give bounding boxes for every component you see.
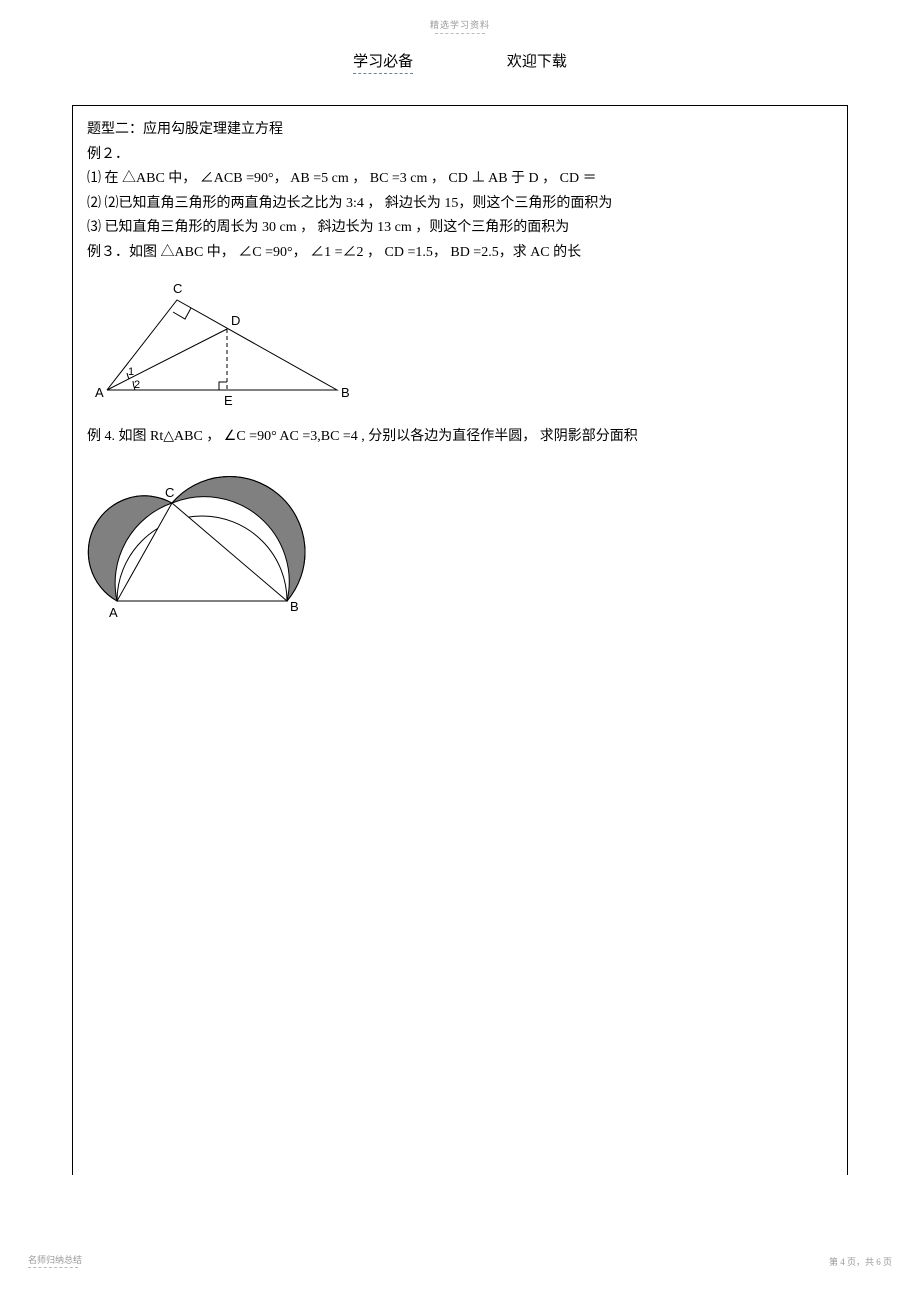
example-2-label: 例２． bbox=[87, 143, 833, 168]
page-header: 学习必备 欢迎下载 bbox=[0, 50, 920, 74]
fig3-label-A: A bbox=[95, 385, 104, 400]
content-frame: 题型二：应用勾股定理建立方程 例２． ⑴ 在 △ABC 中， ∠ACB =90°… bbox=[72, 105, 848, 1175]
header-watermark-underline bbox=[435, 33, 485, 34]
fig3-angle-2: 2 bbox=[134, 379, 140, 391]
question-1: ⑴ 在 △ABC 中， ∠ACB =90°， AB =5 cm ， BC =3 … bbox=[87, 167, 833, 192]
fig3-label-E: E bbox=[224, 393, 233, 408]
fig3-angle-1: 1 bbox=[128, 366, 134, 378]
footer-left-underline bbox=[28, 1267, 78, 1268]
header-watermark-text: 精选学习资料 bbox=[430, 20, 490, 30]
footer-left: 名师归纳总结 bbox=[28, 1253, 82, 1268]
fig3-label-D: D bbox=[231, 313, 240, 328]
fig3-label-B: B bbox=[341, 385, 350, 400]
figure-example-3: A B C D E 1 2 bbox=[87, 275, 367, 415]
section-title: 题型二：应用勾股定理建立方程 bbox=[87, 118, 833, 143]
header-right-label: 欢迎下载 bbox=[507, 50, 567, 71]
example-4-text: 例 4. 如图 Rt△ABC ， ∠C =90° AC =3,BC =4 , 分… bbox=[87, 425, 833, 450]
footer-left-text: 名师归纳总结 bbox=[28, 1255, 82, 1265]
question-2: ⑵ ⑵已知直角三角形的两直角边长之比为 3:4 ， 斜边长为 15，则这个三角形… bbox=[87, 192, 833, 217]
fig3-label-C: C bbox=[173, 281, 182, 296]
header-left-label: 学习必备 bbox=[353, 50, 413, 74]
footer-right: 第 4 页，共 6 页 bbox=[829, 1255, 892, 1268]
header-watermark: 精选学习资料 bbox=[0, 18, 920, 34]
fig4-label-B: B bbox=[290, 599, 299, 614]
fig4-label-C: C bbox=[165, 485, 174, 500]
question-3: ⑶ 已知直角三角形的周长为 30 cm ， 斜边长为 13 cm ，则这个三角形… bbox=[87, 216, 833, 241]
figure-example-4: A B C bbox=[87, 461, 327, 631]
fig4-label-A: A bbox=[109, 605, 118, 620]
example-3-text: 例３．如图 △ABC 中， ∠C =90°， ∠1 =∠2 ， CD =1.5，… bbox=[87, 241, 833, 266]
